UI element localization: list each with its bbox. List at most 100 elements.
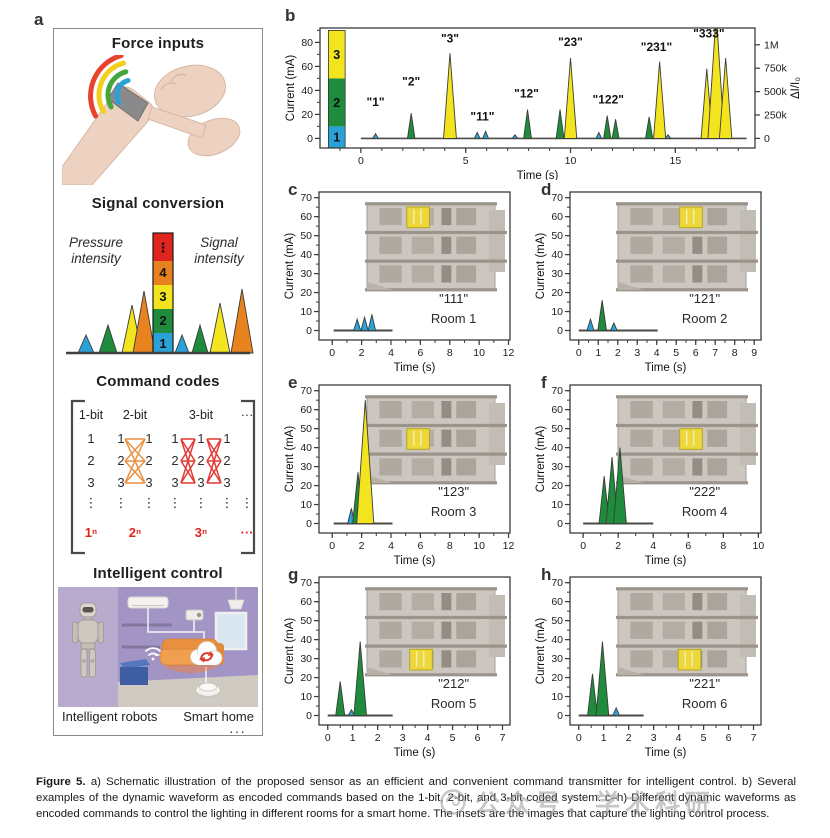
- panel-b-chart: 1 2 3 0 5 10 15 0 20 40 60 80 0 250k 500k 750k 1M ΔI/I₀ "1…: [285, 27, 802, 182]
- svg-text:1M: 1M: [764, 39, 779, 51]
- robot-vacuum: [195, 682, 221, 697]
- svg-text:2: 2: [223, 453, 230, 468]
- svg-text:6: 6: [726, 732, 732, 744]
- panel-f-label: f: [541, 373, 547, 392]
- svg-text:3: 3: [634, 347, 640, 359]
- svg-text:4: 4: [654, 347, 660, 359]
- svg-text:⋮: ⋮: [195, 495, 208, 510]
- svg-text:60: 60: [301, 61, 313, 73]
- x-axis-label: Time (s): [394, 555, 436, 567]
- panel-e-label: e: [288, 373, 298, 392]
- panel-h-plot: 0 1 2 3 4 5 6 7 0 10 20 30 40 50 60 70 Current (mA) Time …: [534, 563, 786, 761]
- svg-text:3: 3: [171, 475, 178, 490]
- svg-text:4: 4: [650, 540, 656, 552]
- svg-text:30: 30: [551, 268, 563, 280]
- svg-text:500k: 500k: [764, 86, 788, 98]
- svg-text:⋮: ⋮: [241, 495, 254, 510]
- svg-text:3: 3: [87, 475, 94, 490]
- svg-text:⋮: ⋮: [157, 240, 170, 255]
- svg-text:3: 3: [145, 475, 152, 490]
- svg-text:60: 60: [551, 211, 563, 223]
- code-headers: 1-bit 2-bit 3-bit ···: [79, 408, 253, 422]
- svg-text:10: 10: [551, 499, 563, 511]
- house-inset-image: [616, 395, 758, 485]
- command-codes-title: Command codes: [96, 373, 220, 390]
- svg-text:10: 10: [565, 155, 577, 167]
- code-digits: 1 2 3 ⋮ 1 2 3 ⋮ 1 2 3 ⋮ 1 2 3 ⋮ 1 2 3 ⋮ 1 2 3 ⋮ ⋮: [85, 431, 254, 510]
- pressure-peaks: [77, 290, 156, 354]
- svg-text:2: 2: [87, 453, 94, 468]
- svg-text:1: 1: [223, 431, 230, 446]
- svg-text:⋮: ⋮: [221, 495, 234, 510]
- svg-text:3: 3: [223, 475, 230, 490]
- two-bit-lattice: [124, 438, 146, 484]
- svg-text:10: 10: [551, 691, 563, 703]
- panel-d-plot: 0 1 2 3 4 5 6 7 8 9 0 10 20 30 40 50 60 70 Current (mA) Tim…: [534, 178, 786, 376]
- svg-text:50: 50: [300, 423, 312, 435]
- svg-text:8: 8: [447, 347, 453, 359]
- house-inset-image: [616, 587, 758, 677]
- panel-a-label: a: [34, 10, 44, 29]
- svg-text:3: 3: [333, 48, 340, 62]
- svg-text:70: 70: [551, 385, 563, 397]
- svg-text:6: 6: [475, 732, 481, 744]
- wifi-icon: [145, 647, 161, 661]
- caption-label: Figure 5.: [36, 776, 86, 788]
- y-axis-label: Current (mA): [535, 426, 547, 493]
- svg-text:60: 60: [551, 596, 563, 608]
- x-axis-label: Time (s): [645, 362, 687, 374]
- svg-text:40: 40: [551, 634, 563, 646]
- signal-peaks: [587, 641, 621, 716]
- svg-text:10: 10: [300, 691, 312, 703]
- svg-text:60: 60: [551, 404, 563, 416]
- svg-text:12: 12: [503, 347, 515, 359]
- svg-text:"231": "231": [641, 40, 672, 54]
- x-axis-label: Time (s): [517, 170, 559, 180]
- svg-text:70: 70: [300, 192, 312, 204]
- svg-text:0: 0: [329, 540, 335, 552]
- intensity-scale-bar: 1 2 3 4 ⋮: [152, 232, 174, 354]
- svg-text:40: 40: [551, 249, 563, 261]
- svg-text:5: 5: [463, 155, 469, 167]
- y-axis-label: Current (mA): [284, 426, 296, 493]
- svg-text:intensity: intensity: [71, 251, 122, 266]
- svg-text:0: 0: [764, 133, 770, 145]
- command-code-label: "212": [438, 676, 469, 691]
- svg-text:60: 60: [300, 404, 312, 416]
- label-intelligent-robots: Intelligent robots: [62, 709, 158, 724]
- panel-g-label: g: [288, 565, 299, 584]
- wall-shelves: [122, 623, 172, 649]
- cloud-sync-icon: [190, 641, 223, 666]
- svg-text:2: 2: [117, 453, 124, 468]
- air-conditioner: [127, 596, 169, 609]
- svg-text:6: 6: [693, 347, 699, 359]
- svg-text:1: 1: [145, 431, 152, 446]
- svg-text:0: 0: [329, 347, 335, 359]
- svg-text:10: 10: [300, 306, 312, 318]
- svg-text:2ⁿ: 2ⁿ: [129, 525, 141, 540]
- svg-text:2: 2: [615, 540, 621, 552]
- three-bit-lattice: [180, 438, 222, 484]
- signal-peaks: [347, 400, 375, 524]
- y-axis-label: Current (mA): [284, 233, 296, 300]
- svg-text:1: 1: [197, 431, 204, 446]
- svg-text:10: 10: [300, 499, 312, 511]
- svg-text:70: 70: [300, 385, 312, 397]
- svg-text:4: 4: [159, 265, 167, 280]
- svg-text:1: 1: [350, 732, 356, 744]
- svg-text:20: 20: [551, 480, 563, 492]
- signal-peaks: [586, 300, 618, 331]
- svg-text:2: 2: [159, 313, 166, 328]
- command-code-label: "123": [438, 484, 469, 499]
- svg-text:⋮: ⋮: [115, 495, 128, 510]
- svg-text:1: 1: [333, 131, 340, 145]
- svg-text:7: 7: [500, 732, 506, 744]
- pressing-hand: [187, 117, 241, 157]
- svg-text:0: 0: [325, 732, 331, 744]
- svg-text:0: 0: [307, 133, 313, 145]
- svg-text:8: 8: [720, 540, 726, 552]
- panel-b-label: b: [285, 6, 296, 25]
- svg-text:50: 50: [551, 615, 563, 627]
- panel-d-chart: 0 1 2 3 4 5 6 7 8 9 0 10 20 30 40 50 60 70 Current (mA) Tim…: [535, 191, 762, 374]
- svg-text:0: 0: [576, 347, 582, 359]
